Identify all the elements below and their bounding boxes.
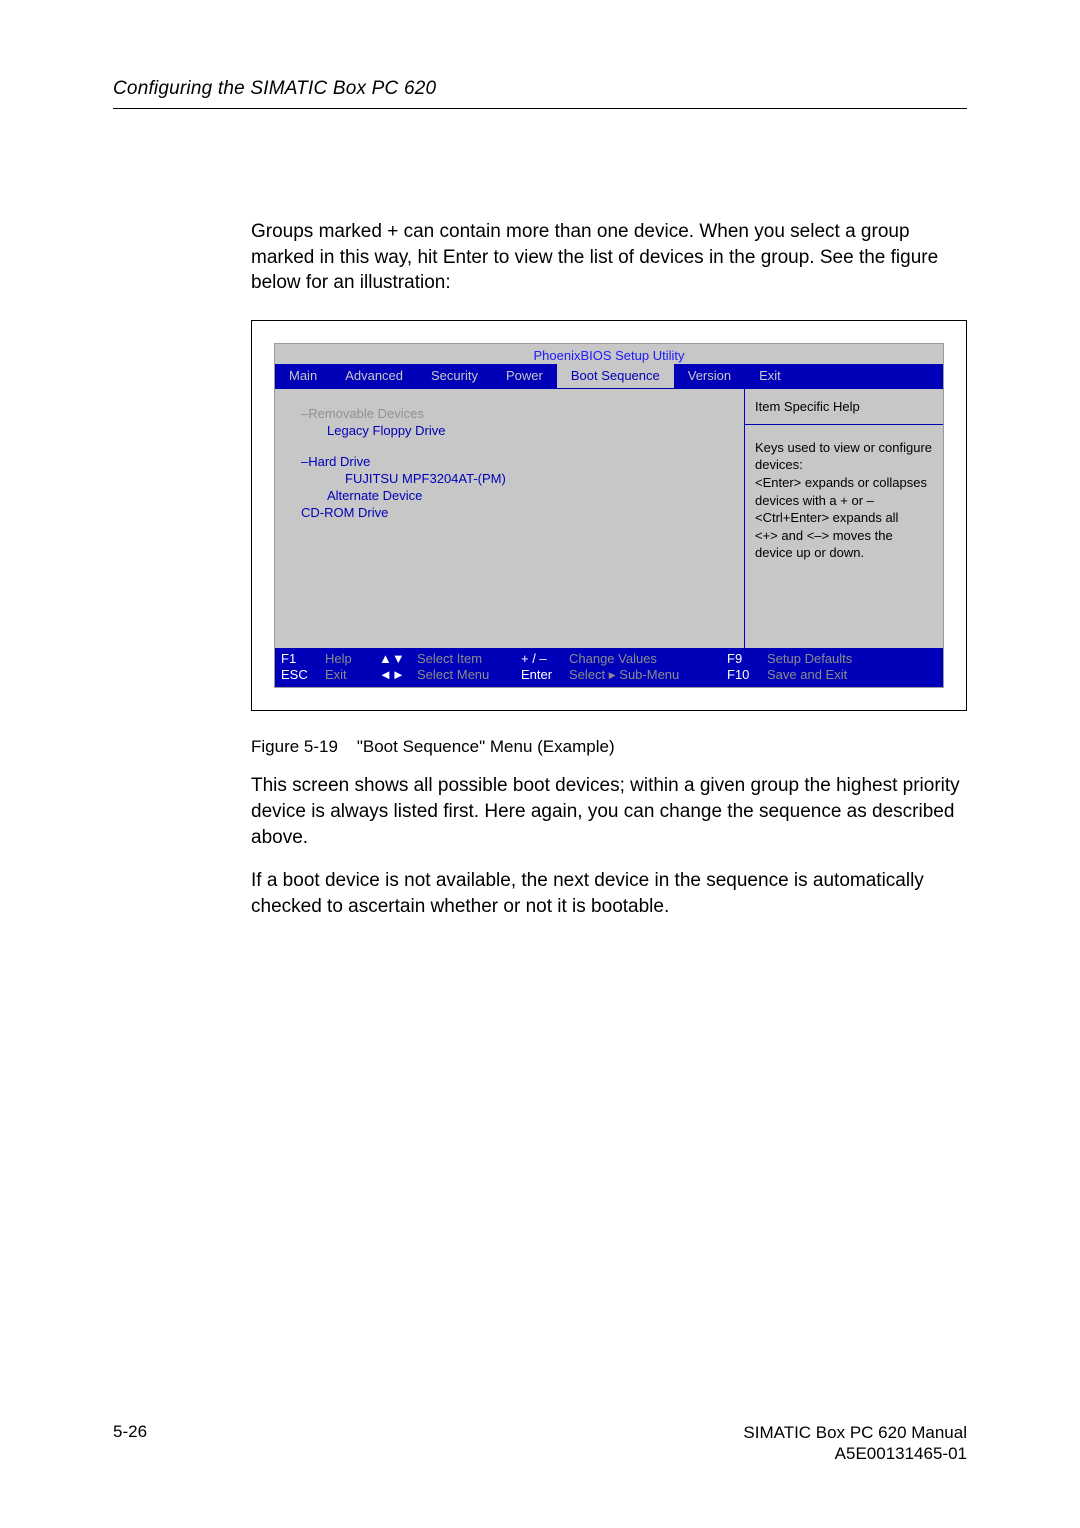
page-number: 5-26	[113, 1422, 147, 1465]
footer-save-exit: Save and Exit	[767, 667, 937, 683]
key-f1: F1	[281, 651, 325, 667]
bios-utility-title: PhoenixBIOS Setup Utility	[275, 344, 943, 364]
tab-advanced[interactable]: Advanced	[331, 364, 417, 388]
key-enter: Enter	[521, 667, 569, 683]
figure-caption: Figure 5-19 "Boot Sequence" Menu (Exampl…	[0, 711, 1080, 757]
legacy-floppy-item[interactable]: Legacy Floppy Drive	[283, 422, 736, 439]
figure-caption-label: Figure 5-19	[251, 737, 338, 756]
help-title: Item Specific Help	[745, 389, 943, 425]
key-f10: F10	[727, 667, 767, 683]
tab-power[interactable]: Power	[492, 364, 557, 388]
footer-doc-id: A5E00131465-01	[743, 1443, 967, 1464]
removable-devices-group[interactable]: –Removable Devices	[283, 405, 736, 422]
hard-drive-group[interactable]: –Hard Drive	[283, 453, 736, 470]
footer-exit: Exit	[325, 667, 379, 683]
after-paragraph-1: This screen shows all possible boot devi…	[0, 757, 1080, 850]
tab-security[interactable]: Security	[417, 364, 492, 388]
key-arrows-ud-icon: ▲▼	[379, 651, 417, 667]
tab-main[interactable]: Main	[275, 364, 331, 388]
key-arrows-lr-icon: ◄►	[379, 667, 417, 683]
alternate-device-item[interactable]: Alternate Device	[283, 487, 736, 504]
footer-help: Help	[325, 651, 379, 667]
help-body: Keys used to view or configure devices:<…	[745, 425, 943, 572]
bios-device-list: –Removable Devices Legacy Floppy Drive –…	[275, 389, 745, 648]
figure-caption-text: "Boot Sequence" Menu (Example)	[357, 737, 615, 756]
tab-version[interactable]: Version	[674, 364, 745, 388]
bios-footer: F1 ESC Help Exit ▲▼ ◄► Select Item Selec…	[275, 648, 943, 688]
intro-paragraph: Groups marked + can contain more than on…	[0, 219, 1080, 296]
key-plusminus: + / –	[521, 651, 569, 667]
hard-drive-label: Hard Drive	[308, 454, 370, 469]
footer-select-menu: Select Menu	[417, 667, 521, 683]
bios-help-panel: Item Specific Help Keys used to view or …	[745, 389, 943, 648]
after-paragraph-2: If a boot device is not available, the n…	[0, 850, 1080, 919]
page-header-title: Configuring the SIMATIC Box PC 620	[113, 78, 967, 100]
bios-main-area: –Removable Devices Legacy Floppy Drive –…	[275, 388, 943, 648]
cdrom-item[interactable]: CD-ROM Drive	[283, 504, 736, 521]
bios-figure-frame: PhoenixBIOS Setup Utility Main Advanced …	[251, 320, 967, 712]
tab-exit[interactable]: Exit	[745, 364, 795, 388]
footer-manual-title: SIMATIC Box PC 620 Manual	[743, 1422, 967, 1443]
footer-select-sub: Select ▶ Sub-Menu	[569, 667, 727, 683]
tab-boot-sequence[interactable]: Boot Sequence	[557, 364, 674, 388]
key-f9: F9	[727, 651, 767, 667]
header-rule	[113, 108, 967, 109]
footer-change-values: Change Values	[569, 651, 727, 667]
fujitsu-item[interactable]: FUJITSU MPF3204AT-(PM)	[283, 470, 736, 487]
page-footer: 5-26 SIMATIC Box PC 620 Manual A5E001314…	[113, 1422, 967, 1465]
removable-devices-label: Removable Devices	[308, 406, 424, 421]
footer-setup-defaults: Setup Defaults	[767, 651, 937, 667]
footer-select-item: Select Item	[417, 651, 521, 667]
key-esc: ESC	[281, 667, 325, 683]
bios-window: PhoenixBIOS Setup Utility Main Advanced …	[274, 343, 944, 689]
bios-tab-bar: Main Advanced Security Power Boot Sequen…	[275, 364, 943, 388]
